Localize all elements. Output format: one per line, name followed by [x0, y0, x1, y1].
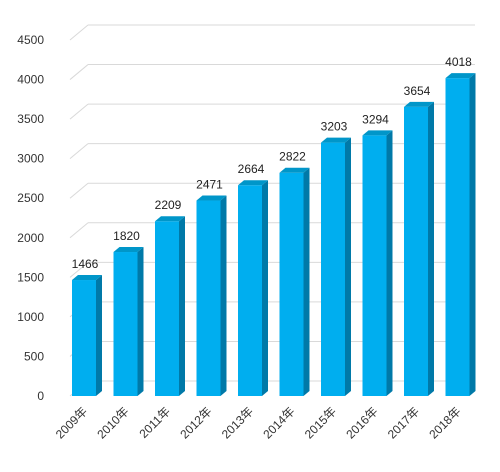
- bar: [279, 167, 310, 396]
- data-label: 2471: [196, 178, 223, 192]
- y-tick-label: 3500: [17, 112, 44, 126]
- bar-front: [155, 221, 179, 396]
- bars: [72, 73, 476, 396]
- gridline-diag: [69, 24, 89, 41]
- gridline-diag: [69, 182, 89, 199]
- data-label: 2822: [279, 150, 306, 164]
- bar-side: [262, 180, 268, 396]
- data-label: 3203: [321, 120, 348, 134]
- data-label: 1820: [113, 229, 140, 243]
- bar: [445, 73, 476, 396]
- x-tick-label: 2015年: [302, 404, 339, 441]
- bar-front: [113, 252, 138, 396]
- bar: [238, 180, 268, 396]
- y-tick-label: 0: [37, 389, 44, 403]
- y-tick-label: 1000: [17, 310, 44, 324]
- x-tick-label: 2012年: [177, 404, 214, 441]
- x-tick-label: 2018年: [426, 404, 463, 441]
- x-tick-label: 2010年: [94, 404, 131, 441]
- y-tick-label: 3000: [17, 152, 44, 166]
- bar-top: [321, 137, 351, 143]
- bar-side: [345, 137, 351, 396]
- gridline-diag: [69, 222, 89, 239]
- x-tick-label: 2011年: [136, 404, 173, 441]
- y-tick-label: 4000: [17, 73, 44, 87]
- gridline-diag: [69, 143, 89, 160]
- y-tick-label: 4500: [17, 33, 44, 47]
- data-label: 4018: [445, 55, 472, 69]
- bar-top: [155, 216, 185, 222]
- bar: [196, 195, 227, 396]
- y-tick-label: 2500: [17, 191, 44, 205]
- data-label: 1466: [72, 257, 99, 271]
- bar-front: [445, 78, 470, 396]
- bar-side: [428, 101, 434, 396]
- bar-front: [279, 172, 304, 396]
- bar-front: [321, 142, 345, 396]
- bar-side: [386, 130, 393, 396]
- data-label: 3294: [362, 112, 389, 126]
- x-axis-ticks: 2009年 2010年 2011年 2012年 2013年 2014年 2015年 2016年…: [53, 404, 464, 441]
- bar-top: [72, 275, 102, 281]
- bar: [72, 275, 102, 396]
- bar-side: [303, 167, 310, 396]
- x-tick-label: 2009年: [53, 404, 90, 441]
- bar-front: [72, 280, 96, 396]
- bar-top: [445, 73, 476, 79]
- bar-side: [220, 195, 227, 396]
- data-labels: 1466 1820 2209 2471 2664 2822 3203 3294 3654 4018: [72, 55, 473, 271]
- bar-side: [469, 73, 476, 396]
- y-tick-label: 1500: [17, 270, 44, 284]
- bar-side: [179, 216, 185, 396]
- bar-top: [279, 167, 310, 173]
- bar: [321, 137, 351, 396]
- bar-top: [238, 180, 268, 186]
- bar-side: [96, 275, 102, 396]
- gridline-diag: [69, 64, 89, 80]
- y-tick-label: 2000: [17, 231, 44, 245]
- bar-front: [196, 200, 221, 396]
- bar: [404, 101, 434, 396]
- data-label: 2209: [155, 198, 182, 212]
- x-tick-label: 2017年: [385, 404, 422, 441]
- y-tick-label: 500: [24, 349, 44, 363]
- bar-top: [404, 101, 434, 107]
- bar-front: [238, 185, 262, 396]
- gridline-diag: [69, 103, 89, 120]
- bar-top: [113, 247, 144, 253]
- bar-side: [137, 247, 144, 396]
- bar: [113, 247, 144, 396]
- bar-top: [362, 130, 393, 136]
- x-tick-label: 2014年: [260, 404, 297, 441]
- bar: [362, 130, 393, 396]
- x-tick-label: 2013年: [219, 404, 256, 441]
- gridline-diag: [69, 261, 89, 278]
- bar-top: [196, 195, 227, 201]
- bar-front: [362, 135, 387, 396]
- bar-front: [404, 106, 428, 396]
- x-tick-label: 2016年: [343, 404, 380, 441]
- y-axis-ticks: 0 500 1000 1500 2000 2500 3000 3500 4000 4500: [17, 33, 44, 403]
- data-label: 3654: [404, 84, 431, 98]
- data-label: 2664: [238, 162, 265, 176]
- bar: [155, 216, 185, 396]
